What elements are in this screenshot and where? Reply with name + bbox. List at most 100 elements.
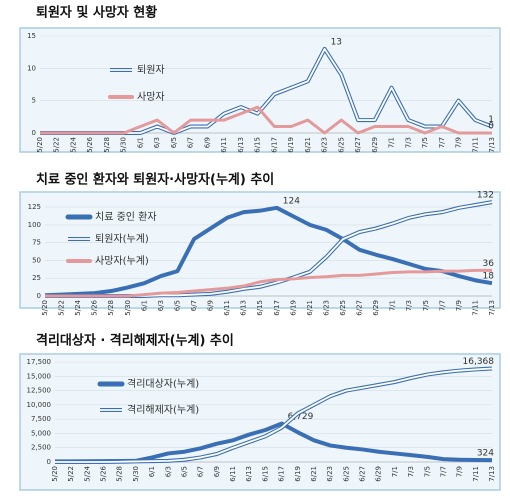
y-tick-label: 75 [32, 239, 41, 247]
x-tick-label: 7/1 [389, 300, 397, 311]
x-tick-label: 6/15 [254, 137, 262, 153]
x-tick-label: 6/21 [310, 466, 318, 482]
x-tick-label: 6/21 [304, 137, 312, 153]
x-tick-label: 7/9 [456, 466, 464, 477]
x-tick-label: 6/9 [213, 466, 221, 477]
legend-label: 퇴원자 [137, 64, 165, 76]
x-tick-label: 6/19 [287, 137, 295, 153]
y-tick-label: 10 [27, 64, 36, 72]
x-tick-label: 7/7 [439, 466, 447, 477]
x-tick-label: 6/17 [270, 137, 278, 153]
legend-label: 퇴원자(누계) [95, 233, 149, 245]
x-tick-label: 7/3 [405, 300, 413, 311]
chart-title: 격리대상자 · 격리해제자(누계) 추이 [36, 333, 234, 349]
x-tick-label: 7/1 [391, 466, 399, 477]
x-tick-label: 6/7 [190, 300, 198, 311]
legend-label: 사망자(누계) [95, 255, 149, 267]
x-tick-label: 5/24 [83, 465, 91, 481]
y-tick-label: 50 [32, 256, 41, 264]
x-tick-label: 6/23 [322, 300, 330, 316]
legend-label: 치료 중인 환자 [95, 211, 157, 223]
x-tick-label: 7/7 [438, 137, 446, 148]
x-tick-label: 5/20 [36, 137, 44, 153]
x-tick-label: 6/1 [148, 466, 156, 477]
x-tick-label: 5/26 [91, 299, 99, 315]
data-label: 13 [331, 37, 342, 47]
x-tick-label: 5/22 [67, 466, 75, 482]
legend-label: 격리대상자(누계) [127, 377, 199, 390]
x-tick-label: 6/1 [136, 137, 144, 148]
x-tick-label: 6/27 [359, 466, 367, 482]
x-tick-label: 5/20 [51, 466, 59, 482]
series-line [45, 268, 492, 298]
x-tick-label: 6/25 [339, 300, 347, 316]
series-line-inner [55, 367, 493, 463]
x-tick-label: 5/22 [58, 300, 66, 316]
y-tick-label: 5 [32, 97, 36, 105]
x-tick-label: 6/9 [207, 300, 215, 311]
x-tick-label: 7/5 [421, 137, 429, 148]
legend-label: 사망자 [137, 91, 165, 103]
x-tick-label: 6/11 [220, 137, 228, 153]
x-tick-label: 7/3 [407, 466, 415, 477]
y-tick-label: 15 [27, 32, 36, 40]
x-tick-label: 7/9 [455, 137, 463, 148]
x-tick-label: 6/21 [306, 300, 314, 316]
x-tick-label: 6/11 [223, 300, 231, 316]
data-label: 18 [483, 272, 495, 282]
series-line [44, 205, 493, 298]
x-tick-label: 5/22 [53, 137, 61, 153]
x-tick-label: 7/13 [488, 300, 496, 316]
x-tick-label: 6/1 [140, 300, 148, 311]
x-tick-label: 6/3 [157, 300, 165, 311]
x-tick-label: 7/1 [388, 137, 396, 148]
x-tick-label: 6/23 [321, 137, 329, 153]
data-label: 36 [483, 259, 495, 269]
data-label: 6,729 [288, 412, 314, 422]
y-tick-label: 5,000 [31, 429, 51, 437]
x-tick-label: 7/7 [438, 300, 446, 311]
data-label: 16,368 [463, 357, 495, 367]
x-tick-label: 6/17 [273, 300, 281, 316]
y-tick-label: 25 [32, 274, 41, 282]
x-tick-label: 5/30 [124, 300, 132, 316]
legend-label: 격리해제자(누계) [127, 403, 199, 416]
x-tick-label: 7/13 [488, 137, 496, 153]
x-tick-label: 6/5 [170, 137, 178, 148]
x-tick-label: 6/15 [256, 300, 264, 316]
y-tick-label: 7,500 [31, 415, 51, 423]
y-tick-label: 2,500 [31, 444, 51, 452]
x-tick-label: 5/30 [120, 137, 128, 153]
x-tick-label: 5/24 [69, 136, 77, 152]
x-tick-label: 6/27 [356, 300, 364, 316]
x-tick-label: 5/26 [100, 465, 108, 481]
x-tick-label: 5/26 [86, 136, 94, 152]
chart-title: 퇴원자 및 사망자 현황 [36, 5, 157, 21]
chart-title: 치료 중인 환자와 퇴원자·사망자(누계) 추이 [36, 172, 274, 188]
x-tick-label: 7/5 [423, 466, 431, 477]
x-tick-label: 6/7 [187, 137, 195, 148]
data-label: 0 [488, 122, 494, 132]
y-tick-label: 12,500 [27, 387, 52, 395]
data-label: 1 [488, 115, 494, 125]
x-tick-label: 6/13 [240, 300, 248, 316]
x-tick-label: 6/25 [342, 466, 350, 482]
x-tick-label: 7/9 [455, 300, 463, 311]
x-tick-label: 7/11 [471, 137, 479, 153]
x-tick-label: 6/23 [326, 466, 334, 482]
x-tick-label: 5/24 [74, 299, 82, 315]
y-tick-label: 17,500 [27, 358, 52, 366]
x-tick-label: 7/3 [404, 137, 412, 148]
x-tick-label: 5/28 [116, 466, 124, 482]
x-tick-label: 6/3 [164, 466, 172, 477]
data-label: 124 [283, 196, 300, 206]
x-tick-label: 7/5 [422, 300, 430, 311]
series-line [40, 105, 492, 135]
x-tick-label: 6/5 [180, 466, 188, 477]
x-tick-label: 6/13 [237, 137, 245, 153]
x-tick-label: 6/29 [372, 300, 380, 316]
x-tick-label: 6/17 [278, 466, 286, 482]
x-tick-label: 7/13 [488, 466, 496, 482]
x-tick-label: 7/11 [472, 466, 480, 482]
